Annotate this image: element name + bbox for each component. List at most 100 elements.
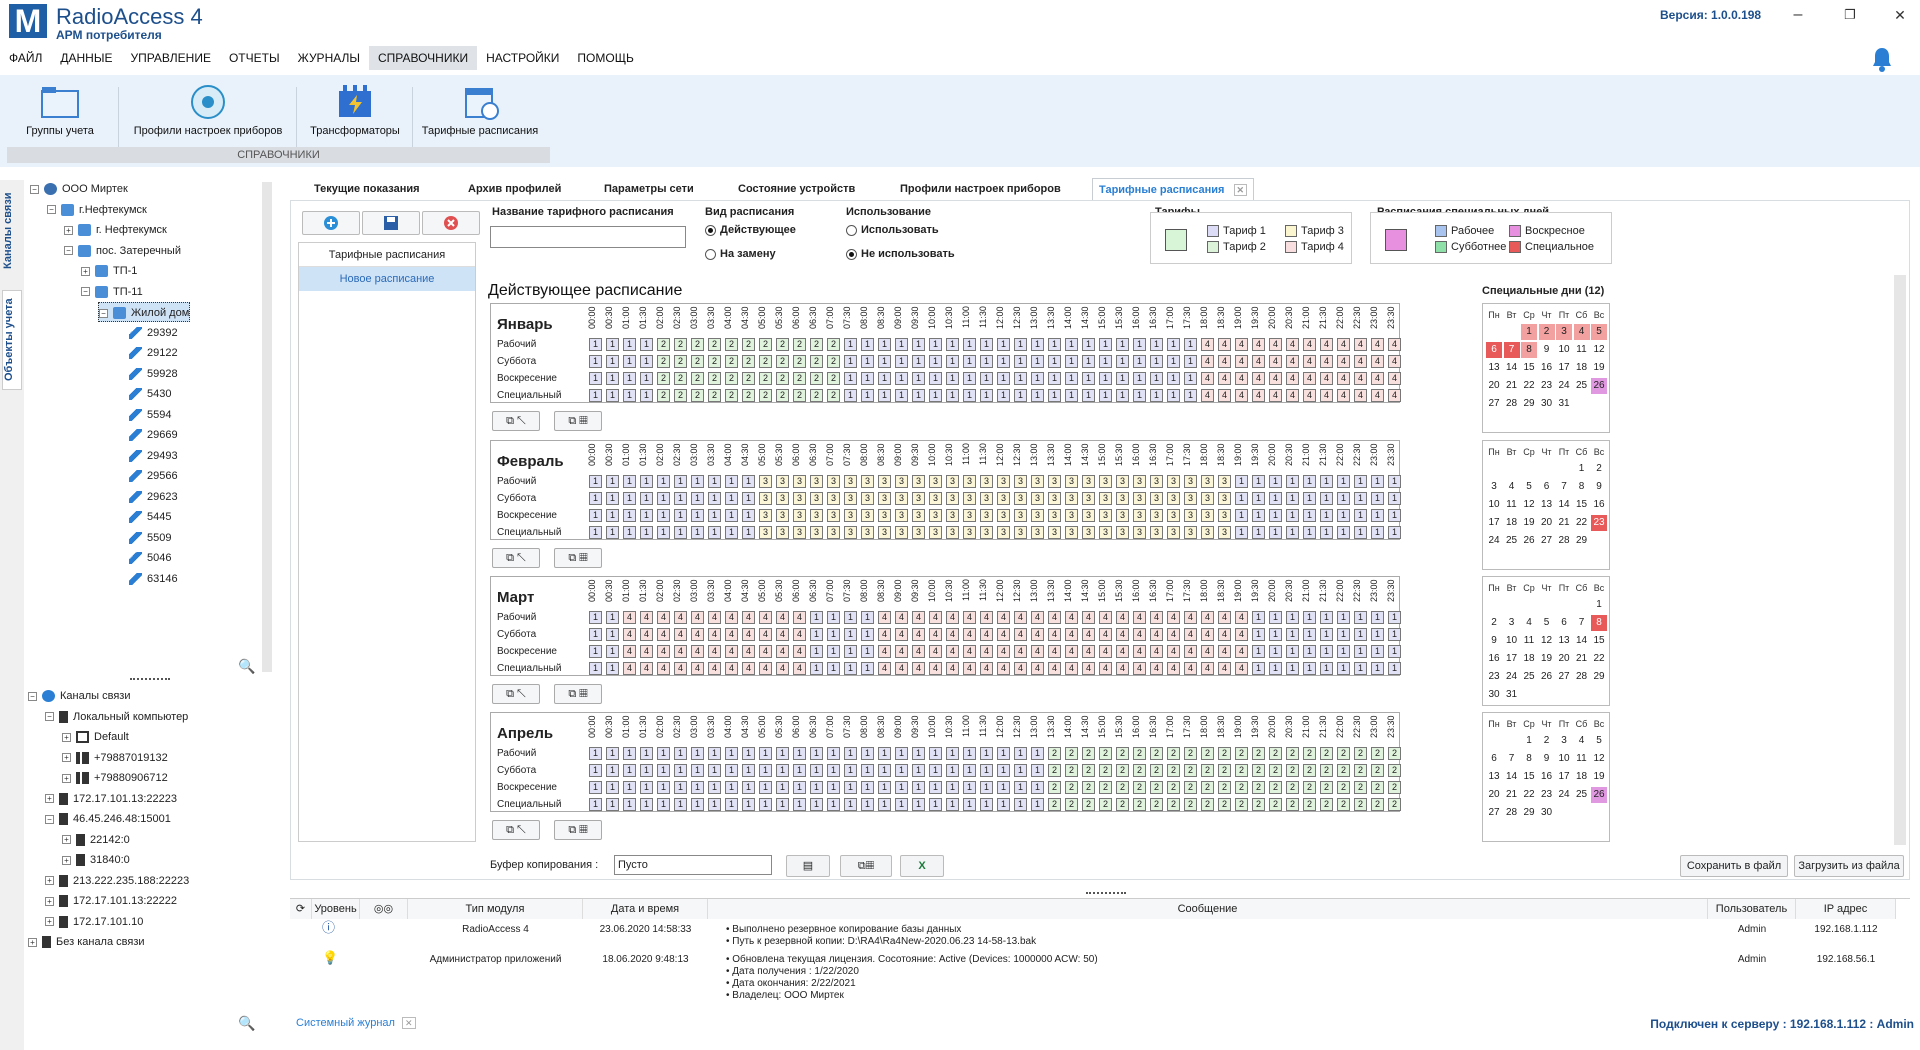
tree-node-objects[interactable]: 29669 — [115, 425, 178, 445]
tariff-cell[interactable]: 3 — [1218, 509, 1231, 522]
tariff-cell[interactable]: 1 — [997, 389, 1010, 402]
tariff-cell[interactable]: 3 — [895, 509, 908, 522]
tariff-cell[interactable]: 3 — [912, 475, 925, 488]
tariff-cell[interactable]: 4 — [640, 662, 653, 675]
tariff-cell[interactable]: 1 — [878, 355, 891, 368]
calendar-day[interactable]: 30 — [1488, 689, 1500, 700]
tariff-cell[interactable]: 2 — [1201, 781, 1214, 794]
tariff-cell[interactable]: 3 — [946, 509, 959, 522]
tariff-cell[interactable]: 2 — [1150, 781, 1163, 794]
splitter-handle[interactable] — [1086, 892, 1126, 894]
paste-month-button[interactable]: ⧉ ▦ — [554, 411, 602, 431]
tariff-cell[interactable]: 4 — [1269, 372, 1282, 385]
tariff-cell[interactable]: 3 — [1031, 475, 1044, 488]
tariff-cell[interactable]: 3 — [1082, 509, 1095, 522]
calendar-day[interactable]: 20 — [1488, 789, 1500, 800]
tab-close-icon[interactable]: ✕ — [1233, 184, 1248, 196]
tariff-cell[interactable]: 2 — [1099, 798, 1112, 811]
tariff-cell[interactable]: 1 — [963, 798, 976, 811]
tariff-cell[interactable]: 2 — [1099, 747, 1112, 760]
tariff-cell[interactable]: 4 — [1201, 645, 1214, 658]
tariff-cell[interactable]: 1 — [810, 781, 823, 794]
tariff-cell[interactable]: 3 — [1150, 492, 1163, 505]
calendar-day[interactable]: 1 — [1526, 735, 1532, 746]
tariff-cell[interactable]: 1 — [1371, 526, 1384, 539]
tariff-cell[interactable]: 1 — [1320, 645, 1333, 658]
tariff-cell[interactable]: 1 — [1388, 492, 1401, 505]
tariff-cell[interactable]: 1 — [793, 764, 806, 777]
calendar-day[interactable]: 29 — [1575, 535, 1588, 546]
tariff-cell[interactable]: 4 — [878, 628, 891, 641]
tariff-cell[interactable]: 1 — [1031, 798, 1044, 811]
tariff-cell[interactable]: 1 — [674, 781, 687, 794]
tariff-cell[interactable]: 4 — [1014, 611, 1027, 624]
tariff-cell[interactable]: 1 — [1184, 372, 1197, 385]
tariff-cell[interactable]: 1 — [1286, 611, 1299, 624]
tariff-cell[interactable]: 4 — [1371, 338, 1384, 351]
menu-control[interactable]: УПРАВЛЕНИЕ — [130, 51, 211, 65]
tariff-cell[interactable]: 1 — [1371, 611, 1384, 624]
tariff-cell[interactable]: 3 — [861, 509, 874, 522]
tariff-cell[interactable]: 1 — [742, 764, 755, 777]
tariff-cell[interactable]: 4 — [1014, 628, 1027, 641]
tariff-cell[interactable]: 4 — [1065, 611, 1078, 624]
tariff-cell[interactable]: 1 — [606, 662, 619, 675]
tariff-cell[interactable]: 1 — [895, 355, 908, 368]
calendar-day[interactable]: 12 — [1593, 753, 1605, 764]
tariff-cell[interactable]: 4 — [759, 662, 772, 675]
tariff-cell[interactable]: 4 — [708, 645, 721, 658]
tariff-cell[interactable]: 4 — [1218, 611, 1231, 624]
tariff-cell[interactable]: 4 — [1286, 338, 1299, 351]
tariff-cell[interactable]: 1 — [997, 338, 1010, 351]
tariff-cell[interactable]: 1 — [589, 628, 602, 641]
tariff-cell[interactable]: 1 — [606, 798, 619, 811]
tariff-cell[interactable]: 3 — [963, 475, 976, 488]
notification-bell-icon[interactable] — [1870, 46, 1894, 78]
tariff-cell[interactable]: 1 — [657, 798, 670, 811]
tariff-cell[interactable]: 4 — [980, 662, 993, 675]
tariff-cell[interactable]: 1 — [674, 492, 687, 505]
tariff-cell[interactable]: 3 — [759, 475, 772, 488]
tariff-cell[interactable]: 4 — [1014, 662, 1027, 675]
tariff-cell[interactable]: 1 — [742, 781, 755, 794]
tariff-cell[interactable]: 1 — [657, 526, 670, 539]
tariff-cell[interactable]: 2 — [1388, 747, 1401, 760]
tariff-cell[interactable]: 2 — [691, 389, 704, 402]
calendar-day[interactable]: 15 — [1593, 635, 1605, 646]
tariff-cell[interactable]: 3 — [878, 475, 891, 488]
tariff-cell[interactable]: 2 — [1201, 764, 1214, 777]
tariff-cell[interactable]: 1 — [810, 798, 823, 811]
tariff-cell[interactable]: 1 — [1133, 372, 1146, 385]
tariff-cell[interactable]: 1 — [912, 389, 925, 402]
tariff-cell[interactable]: 4 — [1065, 645, 1078, 658]
calendar-day[interactable]: 24 — [1558, 380, 1570, 391]
tariff-cell[interactable]: 1 — [1031, 372, 1044, 385]
expand-toggle-icon[interactable]: + — [45, 876, 54, 886]
tariff-cell[interactable]: 2 — [1303, 781, 1316, 794]
tariff-cell[interactable]: 1 — [810, 645, 823, 658]
calendar-day[interactable]: 10 — [1558, 753, 1570, 764]
tariff-cell[interactable]: 2 — [1133, 747, 1146, 760]
expand-toggle-icon[interactable]: + — [28, 937, 37, 947]
tariff-cell[interactable]: 1 — [1354, 645, 1367, 658]
tariff-cell[interactable]: 1 — [1150, 338, 1163, 351]
calendar-day[interactable]: 8 — [1526, 753, 1532, 764]
tariff-cell[interactable]: 1 — [640, 764, 653, 777]
tariff-cell[interactable]: 1 — [759, 781, 772, 794]
tariff-cell[interactable]: 1 — [895, 781, 908, 794]
tariff-cell[interactable]: 4 — [895, 628, 908, 641]
tariff-cell[interactable]: 1 — [1354, 475, 1367, 488]
tariff-cell[interactable]: 1 — [1048, 372, 1061, 385]
tariff-cell[interactable]: 4 — [725, 645, 738, 658]
tariff-cell[interactable]: 2 — [827, 338, 840, 351]
glasses-icon[interactable]: ◎◎ — [360, 899, 408, 919]
tariff-cell[interactable]: 4 — [946, 662, 959, 675]
calendar-day[interactable]: 22 — [1523, 789, 1535, 800]
tariff-cell[interactable]: 4 — [1150, 645, 1163, 658]
calendar-day[interactable]: 5 — [1591, 324, 1607, 340]
tariff-cell[interactable]: 4 — [1320, 372, 1333, 385]
tariff-cell[interactable]: 1 — [708, 475, 721, 488]
menu-file[interactable]: ФАЙЛ — [9, 51, 43, 65]
tariff-cell[interactable]: 1 — [1014, 764, 1027, 777]
calendar-day[interactable]: 30 — [1540, 398, 1553, 409]
